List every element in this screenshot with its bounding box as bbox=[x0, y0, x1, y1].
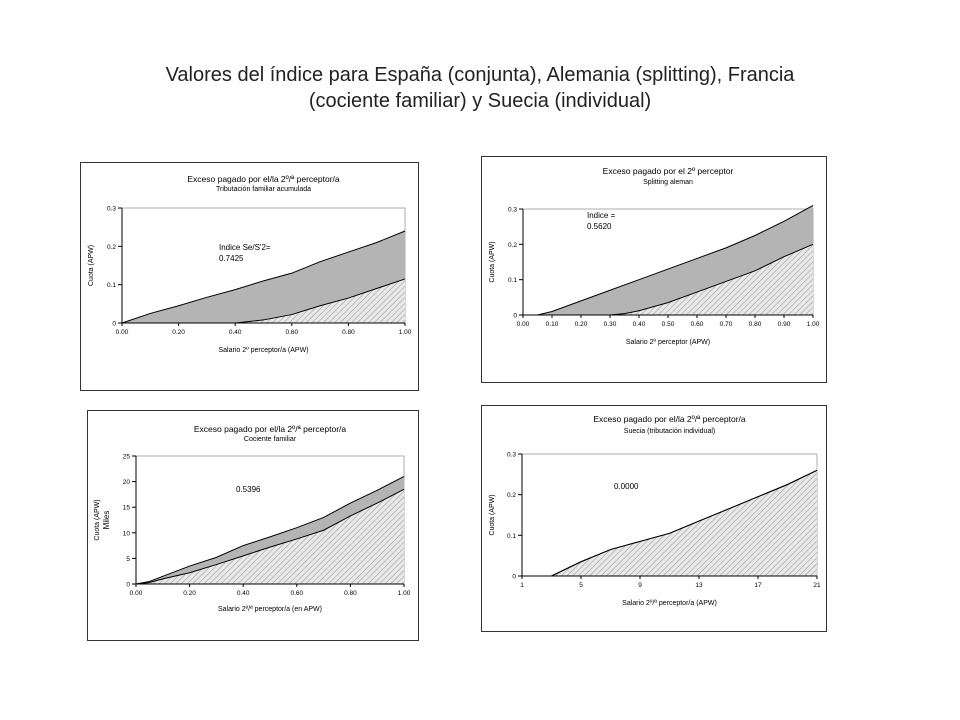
chart-subtitle: Tributación familiar acumulada bbox=[216, 186, 311, 193]
chart-panel-france: 0 5 10 15 20 25 0.00 0.20 0.40 0.60 0.80 1.00 Exceso… bbox=[87, 410, 419, 641]
y-tick-label: 5 bbox=[126, 556, 130, 563]
y-axis-label: Cuota (APW) bbox=[489, 494, 496, 535]
x-tick-label: 0.10 bbox=[546, 321, 559, 328]
chart-panel-germany: 0 0.1 0.2 0.3 0.00 0.10 0.20 0.30 0.40 0.50 0.60 0.… bbox=[481, 156, 827, 383]
y-tick-label: 0 bbox=[512, 574, 516, 581]
x-tick-label: 1.00 bbox=[398, 590, 411, 597]
x-axis-label: Salario 2º/ª perceptor/a (APW) bbox=[622, 600, 717, 607]
series-line-upper bbox=[121, 230, 406, 324]
slide-title-line-1: Valores del índice para España (conjunta… bbox=[165, 64, 795, 86]
y-tick-label: 0.2 bbox=[507, 492, 516, 499]
index-annotation: Indice Se/S'2= bbox=[219, 243, 271, 252]
index-annotation: 0.0000 bbox=[614, 482, 639, 491]
x-tick-label: 0.80 bbox=[749, 321, 762, 328]
y-tick-label: 0.1 bbox=[508, 277, 517, 284]
chart-france: 0 5 10 15 20 25 0.00 0.20 0.40 0.60 0.80 1.00 Exceso… bbox=[94, 424, 411, 613]
index-annotation: 0.5620 bbox=[587, 222, 612, 231]
y-axis-unit-label: Miles bbox=[102, 511, 111, 530]
x-tick-label: 0.40 bbox=[229, 329, 242, 336]
chart-panel-sweden: 0 0.1 0.2 0.3 1 5 9 13 17 21 Exceso pagado por el/… bbox=[481, 405, 827, 632]
x-axis-label: Salario 2º perceptor (APW) bbox=[626, 339, 710, 346]
x-tick-label: 0.50 bbox=[662, 321, 675, 328]
x-tick-label: 9 bbox=[638, 582, 642, 589]
lower-area bbox=[522, 470, 817, 576]
series-line-lower bbox=[523, 243, 814, 316]
series-line-lower bbox=[522, 469, 818, 577]
chart-title: Exceso pagado por el/la 2º/ª perceptor/a bbox=[194, 424, 347, 434]
chart-panel-spain: 0 0.1 0.2 0.3 0.00 0.20 0.40 0.60 0.80 1.00 Exceso… bbox=[80, 162, 419, 391]
index-annotation: Indice = bbox=[587, 211, 616, 220]
index-annotation: 0.5396 bbox=[236, 485, 261, 494]
x-axis-label: Salario 2º/ª perceptor/a (en APW) bbox=[218, 606, 322, 613]
y-tick-label: 0.3 bbox=[507, 452, 516, 459]
x-tick-label: 0.70 bbox=[720, 321, 733, 328]
lower-area bbox=[122, 278, 405, 323]
y-tick-label: 20 bbox=[123, 479, 131, 486]
x-tick-label: 1.00 bbox=[399, 329, 412, 336]
chart-title: Exceso pagado por el/la 2º/ª perceptor/a bbox=[187, 174, 340, 184]
y-axis-label: Cuota (APW) bbox=[88, 245, 95, 286]
x-tick-label: 0.00 bbox=[116, 329, 129, 336]
lower-area bbox=[523, 244, 813, 315]
chart-subtitle: Splitting aleman bbox=[643, 179, 693, 186]
x-tick-label: 1 bbox=[520, 582, 524, 589]
y-tick-label: 10 bbox=[123, 530, 131, 537]
y-tick-label: 0.1 bbox=[107, 282, 116, 289]
y-axis-label: Cuota (APW) bbox=[489, 241, 496, 282]
index-annotation: 0.7425 bbox=[219, 254, 244, 263]
x-tick-label: 17 bbox=[754, 582, 762, 589]
x-tick-label: 0.20 bbox=[172, 329, 185, 336]
y-tick-label: 15 bbox=[123, 505, 131, 512]
series-line-lower bbox=[122, 278, 406, 324]
slide-title: Valores del índice para España (conjunta… bbox=[60, 62, 900, 114]
x-tick-label: 0.60 bbox=[290, 590, 303, 597]
y-axis-label: Cuota (APW) bbox=[94, 499, 101, 540]
x-tick-label: 0.40 bbox=[237, 590, 250, 597]
chart-spain: 0 0.1 0.2 0.3 0.00 0.20 0.40 0.60 0.80 1.00 Exceso… bbox=[88, 174, 412, 354]
x-tick-label: 0.90 bbox=[778, 321, 791, 328]
chart-title: Exceso pagado por el 2º perceptor bbox=[603, 166, 734, 176]
x-tick-label: 0.00 bbox=[130, 590, 143, 597]
upper-area bbox=[122, 231, 405, 323]
x-tick-label: 0.00 bbox=[517, 321, 530, 328]
y-tick-label: 0 bbox=[513, 313, 517, 320]
lower-area bbox=[136, 489, 404, 584]
y-tick-label: 0.3 bbox=[107, 206, 116, 213]
x-tick-label: 0.20 bbox=[183, 590, 196, 597]
x-tick-label: 0.60 bbox=[691, 321, 704, 328]
x-tick-label: 0.80 bbox=[344, 590, 357, 597]
slide-title-line-2: (cociente familiar) y Suecia (individual… bbox=[308, 90, 652, 112]
x-tick-label: 5 bbox=[579, 582, 583, 589]
x-tick-label: 0.30 bbox=[604, 321, 617, 328]
x-axis-label: Salario 2º perceptor/a (APW) bbox=[218, 347, 308, 354]
x-tick-label: 0.60 bbox=[285, 329, 298, 336]
x-tick-label: 0.80 bbox=[342, 329, 355, 336]
series-line-upper bbox=[523, 205, 814, 316]
x-tick-label: 13 bbox=[695, 582, 703, 589]
x-tick-label: 1.00 bbox=[807, 321, 820, 328]
chart-subtitle: Cociente familiar bbox=[244, 436, 297, 443]
y-tick-label: 0.1 bbox=[507, 533, 516, 540]
upper-area bbox=[523, 205, 813, 315]
y-tick-label: 0.2 bbox=[508, 242, 517, 249]
series-line-lower bbox=[135, 488, 405, 585]
chart-germany: 0 0.1 0.2 0.3 0.00 0.10 0.20 0.30 0.40 0.50 0.60 0.… bbox=[489, 166, 820, 346]
y-tick-label: 0 bbox=[112, 321, 116, 328]
y-tick-label: 0.3 bbox=[508, 207, 517, 214]
series-line-upper bbox=[135, 476, 405, 585]
x-tick-label: 21 bbox=[813, 582, 821, 589]
chart-sweden: 0 0.1 0.2 0.3 1 5 9 13 17 21 Exceso pagado por el/… bbox=[489, 414, 821, 607]
chart-subtitle: Suecia (tributación individual) bbox=[624, 428, 715, 435]
y-tick-label: 25 bbox=[123, 454, 131, 461]
x-tick-label: 0.20 bbox=[575, 321, 588, 328]
y-tick-label: 0.2 bbox=[107, 244, 116, 251]
x-tick-label: 0.40 bbox=[633, 321, 646, 328]
chart-title: Exceso pagado por el/la 2º/ª perceptor/a bbox=[593, 414, 746, 424]
y-tick-label: 0 bbox=[126, 582, 130, 589]
